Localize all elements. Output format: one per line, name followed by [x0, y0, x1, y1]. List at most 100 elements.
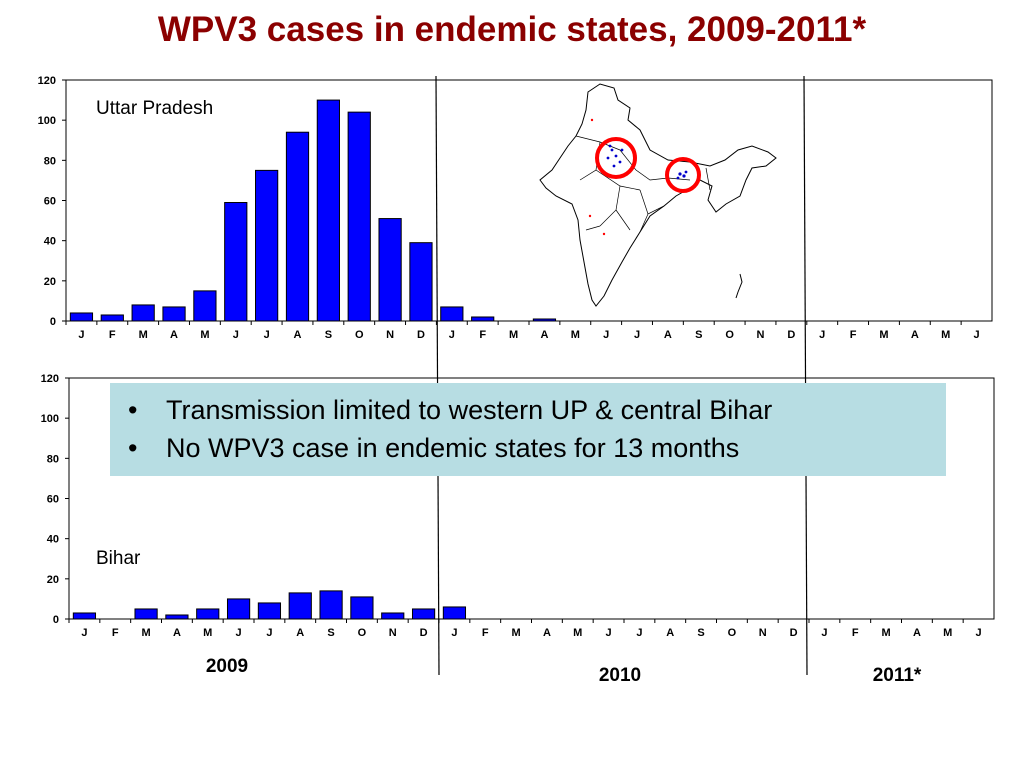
- x-tick-label: M: [511, 627, 520, 639]
- state-borders: [575, 135, 711, 233]
- bar: [319, 590, 343, 620]
- year-label-2010: 2010: [599, 665, 641, 686]
- bar: [378, 218, 402, 322]
- bar: [72, 612, 97, 620]
- series-label: Bihar: [96, 548, 141, 569]
- x-tick-label: M: [879, 329, 888, 341]
- bar: [255, 169, 279, 322]
- x-tick-label: J: [606, 627, 612, 639]
- x-tick-label: J: [449, 329, 455, 341]
- x-tick-label: N: [386, 329, 394, 341]
- bar: [471, 316, 495, 322]
- year-label-2009: 2009: [206, 656, 248, 677]
- case-dots: [606, 144, 688, 180]
- callout-bullet: Transmission limited to western UP & cen…: [128, 391, 934, 429]
- year-label-2011: 2011*: [873, 665, 922, 686]
- bar: [347, 111, 371, 322]
- x-tick-label: J: [236, 627, 242, 639]
- chart-bihar: 0 20 40 60 80 100 120 J F M A M J J A S O N D J F M A M J J A S O N D J…: [41, 373, 995, 639]
- x-tick-label: A: [170, 329, 178, 341]
- callout-list: Transmission limited to western UP & cen…: [122, 391, 934, 467]
- bar: [100, 314, 124, 322]
- bar: [532, 318, 557, 322]
- x-tick-label: F: [479, 329, 486, 341]
- highlight-circle-central-bihar: [665, 157, 701, 193]
- chart-uttar-pradesh: 0 20 40 60 80 100 120 J F M A M J J A S O N D J F M A M J J A S O N D J…: [38, 75, 993, 341]
- bar: [165, 614, 189, 620]
- y-tick-label: 20: [44, 276, 56, 288]
- bar: [442, 606, 467, 620]
- y-tick-label: 120: [41, 373, 59, 385]
- y-tick-label: 0: [53, 614, 59, 626]
- bar: [131, 304, 155, 322]
- x-tick-label: M: [941, 329, 950, 341]
- x-tick-label: A: [173, 627, 181, 639]
- x-tick-label: N: [759, 627, 767, 639]
- x-tick-label: J: [264, 329, 270, 341]
- x-tick-label: M: [203, 627, 212, 639]
- x-tick-label: J: [819, 329, 825, 341]
- y-tick-label: 40: [44, 236, 56, 248]
- x-tick-label: J: [603, 329, 609, 341]
- x-tick-label: M: [881, 627, 890, 639]
- year-separator-2010-2011: [803, 75, 808, 676]
- x-tick-label: J: [974, 329, 980, 341]
- x-tick-label: O: [355, 329, 364, 341]
- x-tick-label: D: [790, 627, 798, 639]
- x-tick-label: F: [852, 627, 859, 639]
- x-tick-label: A: [666, 627, 674, 639]
- x-tick-label: F: [850, 329, 857, 341]
- x-tick-label: A: [294, 329, 302, 341]
- y-tick-label: 120: [38, 75, 56, 87]
- x-tick-label: A: [543, 627, 551, 639]
- x-tick-label: A: [296, 627, 304, 639]
- y-tick-label: 60: [47, 494, 59, 506]
- x-tick-label: O: [358, 627, 367, 639]
- series-label: Uttar Pradesh: [96, 98, 213, 119]
- y-tick-label: 40: [47, 534, 59, 546]
- bar: [134, 608, 158, 620]
- x-tick-label: M: [573, 627, 582, 639]
- x-tick-label: F: [112, 627, 119, 639]
- x-tick-label: A: [540, 329, 548, 341]
- y-tick-label: 80: [47, 453, 59, 465]
- bar: [288, 592, 312, 620]
- x-tick-label: O: [725, 329, 734, 341]
- y-tick-label: 0: [50, 316, 56, 328]
- year-separator-2009-2010: [435, 75, 440, 676]
- highlight-circle-western-up: [595, 137, 637, 179]
- x-tick-label: M: [141, 627, 150, 639]
- bar: [226, 598, 251, 620]
- x-tick-label: J: [634, 329, 640, 341]
- bar: [409, 242, 433, 322]
- slide-title: WPV3 cases in endemic states, 2009-2011*: [157, 10, 867, 49]
- y-tick-label: 80: [44, 155, 56, 167]
- bar: [350, 596, 374, 620]
- x-tick-label: N: [389, 627, 397, 639]
- x-tick-label: M: [139, 329, 148, 341]
- red-dots: [588, 118, 606, 236]
- bar: [316, 99, 340, 322]
- callout-bullet: No WPV3 case in endemic states for 13 mo…: [128, 429, 934, 467]
- x-tick-label: J: [266, 627, 272, 639]
- x-tick-label: M: [943, 627, 952, 639]
- callout-box: Transmission limited to western UP & cen…: [110, 383, 946, 476]
- bar: [257, 602, 282, 620]
- x-tick-label: A: [911, 329, 919, 341]
- x-tick-label: S: [695, 329, 702, 341]
- andaman-islands: [735, 273, 743, 299]
- bar: [381, 612, 405, 620]
- x-tick-label: F: [482, 627, 489, 639]
- x-tick-label: D: [420, 627, 428, 639]
- x-tick-label: J: [636, 627, 642, 639]
- x-tick-label: J: [821, 627, 827, 639]
- x-tick-label: N: [757, 329, 765, 341]
- y-tick-label: 60: [44, 196, 56, 208]
- y-tick-label: 100: [38, 115, 56, 127]
- x-tick-label: F: [109, 329, 116, 341]
- x-tick-label: A: [913, 627, 921, 639]
- x-tick-label: D: [417, 329, 425, 341]
- x-tick-label: J: [451, 627, 457, 639]
- x-tick-label: M: [200, 329, 209, 341]
